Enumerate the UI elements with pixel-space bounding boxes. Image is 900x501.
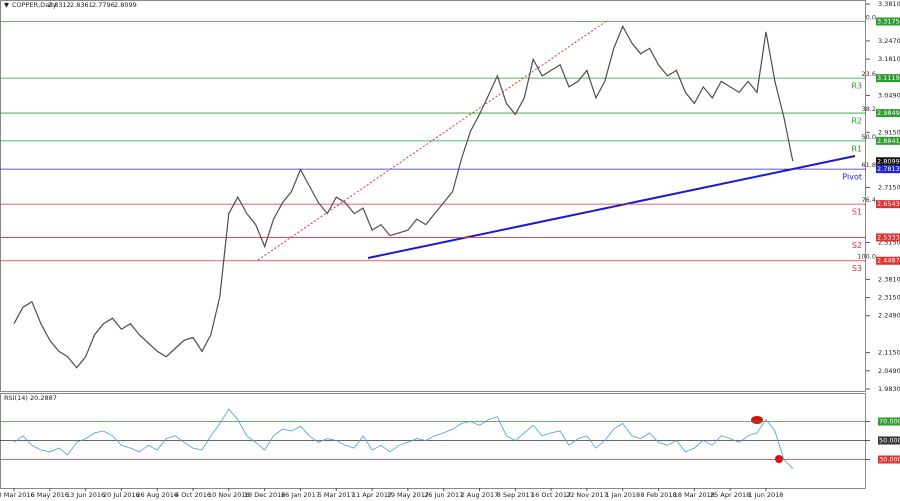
level-price-box: [876, 233, 900, 242]
level-price: 2.8841: [877, 137, 900, 145]
x-tick-label: 30 Mar 2016: [0, 491, 35, 499]
y-tick-label: 70.0000: [879, 418, 900, 426]
x-tick-label: 11 Apr 2017: [352, 491, 392, 499]
x-tick-label: 1 Jan 2018: [605, 491, 640, 499]
ohlc-low: 2.7796: [92, 1, 115, 9]
y-tick-label: 2.5150: [878, 238, 900, 246]
fib-ratio: 50.0: [862, 133, 876, 141]
y-tick-label: 2.9150: [878, 128, 900, 136]
last-price-box: [876, 157, 900, 166]
y-tick-label: 2.3150: [878, 294, 900, 302]
x-tick-label: 26 Jun 2017: [424, 491, 463, 499]
overbought-marker: [751, 416, 763, 424]
level-name: R2: [851, 117, 862, 126]
x-tick-label: 16 Oct 2017: [531, 491, 571, 499]
level-price-box: [876, 109, 900, 118]
y-tick-label: 3.3810: [878, 0, 900, 8]
y-tick-label: 3.0490: [878, 91, 900, 99]
level-price-box: [876, 256, 900, 265]
y-tick-label: 2.1150: [878, 349, 900, 357]
ohlc-close: 2.8099: [114, 1, 137, 9]
x-tick-label: 1 Jun 2018: [748, 491, 783, 499]
level-name: R1: [851, 144, 862, 153]
symbol-arrow: ▼: [4, 1, 9, 9]
x-tick-label: 26 Jan 2017: [281, 491, 320, 499]
x-tick-label: 2 Aug 2017: [461, 491, 499, 499]
level-price: 3.1119: [877, 74, 900, 82]
x-tick-label: 18 Dec 2016: [244, 491, 286, 499]
fib-ratio: 23.6: [862, 70, 876, 78]
fib-ratio: 100.0: [857, 253, 876, 261]
x-tick-label: 26 Aug 2016: [136, 491, 178, 499]
chart-title: COPPER,Daily: [12, 1, 57, 9]
fib-ratio: 76.4: [862, 196, 876, 204]
y-tick-label: 3.2470: [878, 37, 900, 45]
y-tick-label: 2.7150: [878, 183, 900, 191]
x-tick-label: 6 May 2016: [31, 491, 69, 499]
x-tick-label: 13 Jun 2016: [66, 491, 105, 499]
level-price: 2.5333: [877, 233, 900, 241]
level-price-box: [876, 17, 900, 26]
x-tick-label: 8 Feb 2018: [640, 491, 676, 499]
level-price: 3.3175: [877, 17, 900, 25]
trend-line: [367, 155, 856, 259]
level-price-box: [876, 74, 900, 83]
x-tick-label: 25 Apr 2018: [710, 491, 750, 499]
y-tick-label: 2.0490: [878, 367, 900, 375]
price-line: [13, 408, 794, 469]
x-tick-label: 8 Sep 2017: [497, 491, 534, 499]
level-price-box: [876, 200, 900, 209]
x-tick-label: 10 Nov 2016: [208, 491, 250, 499]
x-tick-label: 19 May 2017: [387, 491, 429, 499]
x-tick-label: 18 Mar 2018: [674, 491, 715, 499]
level-name: S3: [852, 264, 862, 273]
fib-ratio: 61.8: [862, 161, 876, 169]
level-name: S1: [852, 208, 862, 217]
fib-ratio: 0.0: [866, 13, 876, 21]
y-tick-label: 2.3810: [878, 275, 900, 283]
level-price-box: [876, 165, 900, 174]
ohlc-open: 2.8312: [48, 1, 71, 9]
x-tick-label: 22 Nov 2017: [566, 491, 608, 499]
ohlc-high: 2.8361: [70, 1, 93, 9]
rsi-level-box: [878, 436, 900, 445]
y-tick-label: 30.0000: [879, 456, 900, 464]
x-tick-label: 20 Jul 2016: [103, 491, 140, 499]
rsi-level-box: [878, 455, 900, 464]
x-tick-label: 4 Oct 2016: [175, 491, 211, 499]
main-frame: [0, 0, 866, 392]
rsi-frame: [0, 393, 866, 489]
level-name: S2: [852, 241, 862, 250]
x-tick-label: 5 Mar 2017: [318, 491, 355, 499]
y-tick-label: 2.2490: [878, 312, 900, 320]
y-tick-label: 1.9830: [878, 385, 900, 393]
level-price: 2.9849: [877, 109, 900, 117]
level-price: 2.6543: [877, 200, 900, 208]
fib-ratio: 38.2: [862, 105, 876, 113]
y-tick-label: 3.1810: [878, 55, 900, 63]
rsi-last-value: 20.2887: [30, 394, 57, 402]
level-price-box: [876, 136, 900, 145]
y-tick-label: 50.0000: [879, 437, 900, 445]
rsi-title: RSI(14): [4, 394, 28, 402]
oversold-marker: [775, 455, 783, 463]
rsi-level-box: [878, 417, 900, 426]
last-price: 2.8099: [877, 157, 900, 165]
price-line: [13, 24, 794, 369]
level-name: R3: [851, 82, 862, 91]
level-price: 2.7813: [877, 165, 900, 173]
fib-line: [257, 19, 609, 261]
level-name: Pivot: [842, 173, 862, 182]
level-price: 2.4487: [877, 257, 900, 265]
